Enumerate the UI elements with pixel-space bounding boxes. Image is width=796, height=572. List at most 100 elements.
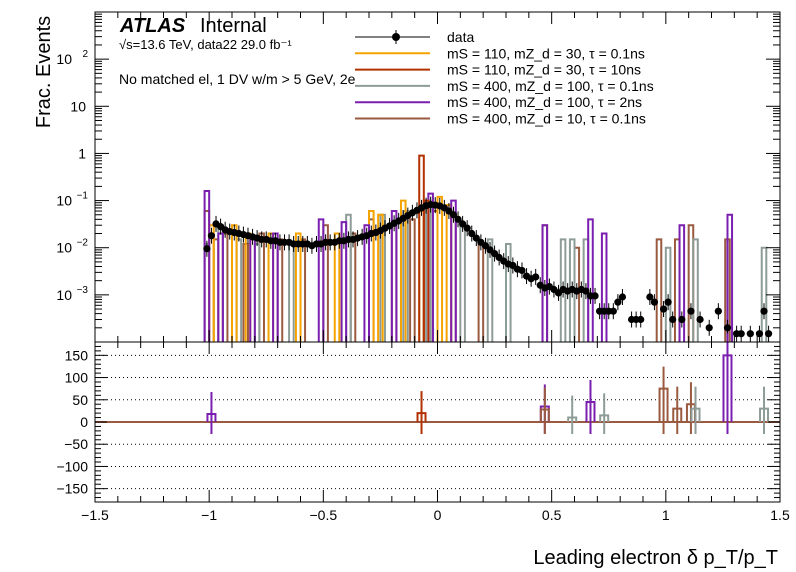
legend-label-5: mS = 400, mZ_d = 10, τ = 0.1ns [447, 111, 646, 127]
x-tick-label-5: 1 [662, 507, 670, 523]
data-point-94 [637, 315, 645, 324]
y-tick-label-1: 10 [56, 240, 72, 256]
data-point-1 [207, 232, 216, 240]
histogram-bin-1-16 [692, 238, 699, 342]
data-point-56 [459, 220, 467, 228]
data-point-95 [646, 293, 654, 301]
x-tick-label-6: 1.5 [770, 507, 790, 523]
y-tick-exp-5: 2 [82, 49, 88, 60]
main-y-axis-ticks: 10 −3 10 −2 10 −1 1 10 10 2 [56, 13, 780, 343]
selection-label: No matched el, 1 DV w/m > 5 GeV, 2e [119, 71, 356, 87]
data-point-105 [723, 324, 732, 332]
histogram-bin-2-4 [294, 232, 302, 342]
ratio-tick-label-5: 100 [65, 370, 89, 386]
internal-label: Internal [200, 15, 267, 37]
histogram-bin-3-9 [450, 199, 457, 342]
ratio-tick-label-4: 50 [72, 392, 88, 408]
ratio-tick-label-2: −50 [64, 436, 88, 452]
histogram-bin-3-14 [726, 213, 734, 342]
ratio-tick-label-1: −100 [56, 458, 88, 474]
data-point-57 [463, 224, 471, 232]
y-tick-label-2: 10 [56, 193, 72, 209]
data-point-101 [687, 307, 695, 315]
x-tick-label-1: −1 [201, 507, 217, 523]
histogram-bin-3-13 [678, 224, 686, 342]
x-tick-label-3: 0 [434, 507, 442, 523]
data-point-55 [454, 215, 462, 223]
data-point-100 [678, 315, 686, 324]
data-point-58 [468, 229, 476, 238]
data-point-85 [591, 292, 599, 300]
x-tick-label-2: −0.5 [310, 507, 338, 523]
data-point-89 [609, 307, 617, 315]
ratio-gridlines [95, 354, 780, 490]
data-point-111 [764, 330, 773, 338]
data-point-107 [737, 330, 745, 338]
data-point-99 [669, 315, 677, 324]
ratio-spikes [206, 333, 770, 434]
main-panel: 10 −3 10 −2 10 −1 1 10 10 2 [56, 11, 781, 343]
data-point-72 [532, 273, 540, 281]
legend-marker-data [392, 33, 400, 41]
x-tick-label-0: −1.5 [81, 507, 109, 523]
y-tick-label-3: 1 [78, 145, 86, 161]
legend-label-2: mS = 110, mZ_d = 30, τ = 10ns [447, 62, 641, 78]
ratio-panel: −150 −100 −50 0 50 100 150 −1.5 −1 −0.5 0 0.5 1 1.5 [56, 333, 790, 523]
y-axis-label: Frac. Events [33, 16, 55, 128]
data-point-0 [203, 245, 211, 253]
data-point-90 [614, 298, 622, 306]
data-point-98 [664, 298, 672, 306]
data-point-54 [449, 211, 458, 219]
histogram-bin-1-11 [505, 242, 512, 342]
histogram-bin-3-12 [600, 232, 608, 342]
legend-label-1: mS = 110, mZ_d = 30, τ = 0.1ns [447, 45, 645, 61]
histogram-bin-2-5 [333, 232, 341, 342]
ratio-tick-label-3: 0 [80, 414, 88, 430]
legend-label-3: mS = 400, mZ_d = 100, τ = 0.1ns [447, 78, 654, 94]
ratio-y-axis-ticks: −150 −100 −50 0 50 100 150 [56, 345, 780, 499]
ratio-tick-label-0: −150 [56, 481, 88, 497]
histogram-bin-1-15 [664, 246, 672, 342]
y-tick-label-4: 10 [70, 98, 86, 114]
data-point-103 [705, 324, 713, 332]
data-point-96 [650, 298, 659, 306]
x-axis-ticks: −1.5 −1 −0.5 0 0.5 1 1.5 [81, 342, 790, 523]
histogram-bin-0-18 [655, 238, 663, 342]
data-markers [203, 196, 773, 342]
atlas-label: ATLAS [119, 15, 186, 37]
histogram-bin-3-0 [203, 189, 211, 342]
legend-label-0: data [447, 29, 474, 45]
data-point-69 [518, 266, 526, 275]
histogram-bin-1-10 [486, 238, 494, 342]
x-tick-label-4: 0.5 [542, 507, 562, 523]
data-point-108 [746, 330, 754, 338]
histogram-bin-3-6 [363, 224, 370, 342]
y-tick-label-5: 10 [56, 51, 72, 67]
y-tick-exp-1: −2 [77, 238, 89, 249]
y-tick-exp-0: −3 [77, 285, 89, 296]
data-point-109 [755, 330, 764, 338]
histogram-bin-2-8 [399, 199, 407, 342]
histogram-bin-3-4 [317, 218, 325, 342]
x-axis-label: Leading electron δ p_T/p_T [533, 547, 778, 569]
data-point-97 [659, 305, 668, 313]
ratio-tick-label-6: 150 [65, 347, 89, 363]
data-point-91 [618, 293, 627, 301]
y-tick-exp-2: −1 [77, 191, 89, 202]
histogram-bin-2-7 [377, 213, 384, 342]
histogram-bin-3-5 [340, 221, 348, 342]
data-point-102 [696, 315, 704, 324]
data-point-59 [472, 234, 480, 242]
histogram-bin-3-7 [390, 210, 398, 342]
data-point-61 [481, 242, 490, 250]
energy-lumi-label: √s=13.6 TeV, data22 29.0 fb⁻¹ [119, 37, 292, 52]
histogram-bin-3-11 [587, 218, 594, 342]
histogram-bin-2-10 [436, 195, 444, 342]
data-point-110 [760, 307, 768, 315]
legend-label-4: mS = 400, mZ_d = 100, τ = 2ns [447, 94, 642, 110]
data-point-83 [582, 287, 590, 295]
data-point-104 [714, 307, 722, 315]
main-x-axis-ticks [94, 12, 781, 342]
